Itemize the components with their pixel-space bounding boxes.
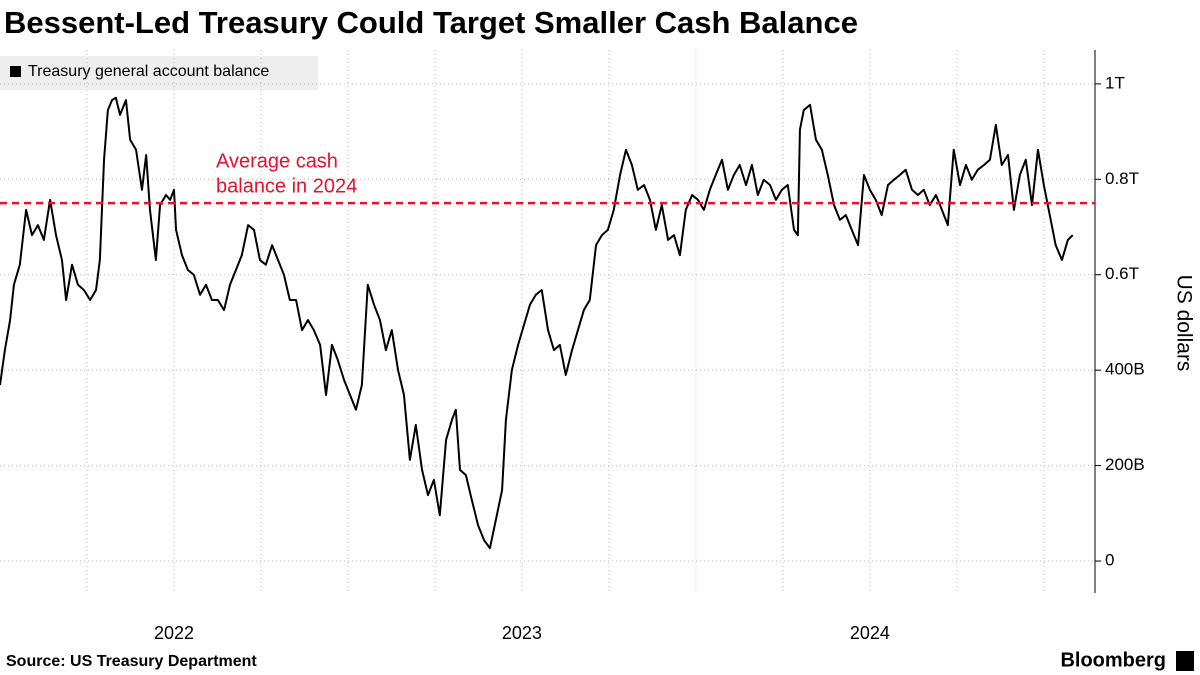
legend-label: Treasury general account balance [28, 63, 269, 80]
legend-swatch [10, 66, 21, 77]
annotation: balance in 2024 [216, 175, 357, 197]
y-tick-label: 1T [1105, 73, 1125, 92]
x-tick-label: 2022 [154, 623, 194, 643]
y-tick-label: 0.8T [1105, 169, 1139, 188]
y-tick-label: 0 [1105, 551, 1114, 570]
chart-title: Bessent-Led Treasury Could Target Smalle… [4, 5, 858, 40]
y-axis-label: US dollars [1172, 275, 1195, 372]
source: Source: US Treasury Department [6, 653, 257, 670]
brand-icon [1176, 651, 1194, 671]
line-series [0, 96, 1074, 550]
y-tick-label: 0.6T [1105, 264, 1139, 283]
x-tick-label: 2023 [502, 623, 542, 643]
y-tick-label: 200B [1105, 455, 1145, 474]
brand: Bloomberg [1060, 649, 1166, 671]
y-tick-label: 400B [1105, 360, 1145, 379]
x-tick-label: 2024 [850, 623, 890, 643]
annotation: Average cash [216, 150, 338, 172]
